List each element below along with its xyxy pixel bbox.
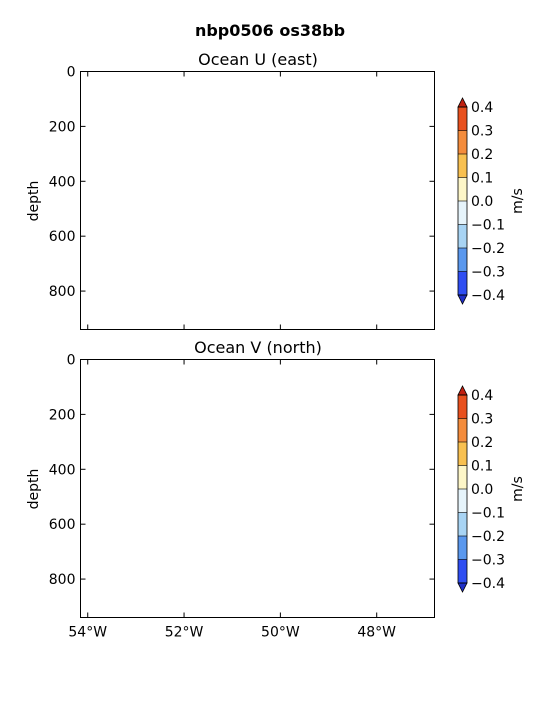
colorbar-tick-label: 0.4 [471,388,493,404]
colorbar-segment [458,271,467,296]
x-tick-label: 54°W [68,625,107,641]
panel-title: Ocean U (east) [198,50,318,69]
x-tick-label: 48°W [357,625,396,641]
y-axis-label: depth [26,469,42,510]
colorbar: 0.4 0.3 0.2 0.1 0.0 −0.1 −0.2 −0.3 −0.4 [457,97,505,305]
colorbar-tick-label: 0.3 [471,412,493,428]
colorbar-segment [458,177,467,202]
y-tick-label: 400 [49,174,76,190]
colorbar-segment [458,395,467,419]
y-tick-label: 400 [49,462,76,478]
y-tick-label: 600 [49,229,76,245]
colorbar-tick-label: 0.1 [471,459,493,475]
colorbar-tick-label: 0.0 [471,482,493,498]
colorbar-extend-max [457,385,468,396]
colorbar-extend-min [457,294,468,305]
colorbar-tick-label: −0.2 [471,241,505,257]
y-tick-label: 0 [67,65,76,81]
y-tick-label: 200 [49,119,76,135]
colorbar-segment [458,536,467,560]
colorbar: 0.4 0.3 0.2 0.1 0.0 −0.1 −0.2 −0.3 −0.4 [457,385,505,593]
y-axis-label: depth [26,181,42,222]
plot-area [80,359,435,618]
colorbar-tick-label: −0.4 [471,288,505,304]
colorbar-tick-label: 0.2 [471,435,493,451]
colorbar-tick-label: −0.1 [471,218,505,234]
figure-title: nbp0506 os38bb [195,21,345,40]
y-tick-label: 0 [67,353,76,369]
colorbar-segment [458,201,467,225]
colorbar-tick-label: −0.2 [471,529,505,545]
plot-area [80,71,435,330]
colorbar-segment [458,248,467,272]
colorbar-segment [458,154,467,178]
panel-ocean-v: Ocean V (north) depth 0 200 400 600 800 54°W… [26,338,526,641]
x-tick-label: 52°W [165,625,204,641]
panel-title: Ocean V (north) [194,338,322,357]
colorbar-segment [458,489,467,513]
colorbar-segment [458,512,467,537]
x-tick-label: 50°W [261,625,300,641]
colorbar-tick-label: 0.4 [471,100,493,116]
y-tick-label: 200 [49,407,76,423]
colorbar-tick-label: 0.1 [471,171,493,187]
colorbar-label: m/s [510,476,526,502]
colorbar-tick-label: −0.1 [471,506,505,522]
colorbar-label: m/s [510,188,526,214]
colorbar-tick-label: 0.0 [471,194,493,210]
colorbar-segment [458,107,467,131]
colorbar-tick-label: −0.3 [471,265,505,281]
colorbar-tick-label: −0.4 [471,576,505,592]
colorbar-segment [458,418,467,443]
y-tick-label: 600 [49,517,76,533]
colorbar-segment [458,224,467,249]
y-tick-label: 800 [49,284,76,300]
colorbar-tick-label: −0.3 [471,553,505,569]
colorbar-tick-label: 0.2 [471,147,493,163]
colorbar-tick-label: 0.3 [471,124,493,140]
colorbar-segment [458,442,467,466]
y-tick-label: 800 [49,572,76,588]
colorbar-segment [458,559,467,584]
colorbar-extend-max [457,97,468,108]
colorbar-extend-min [457,582,468,593]
colorbar-segment [458,465,467,490]
colorbar-segment [458,130,467,155]
